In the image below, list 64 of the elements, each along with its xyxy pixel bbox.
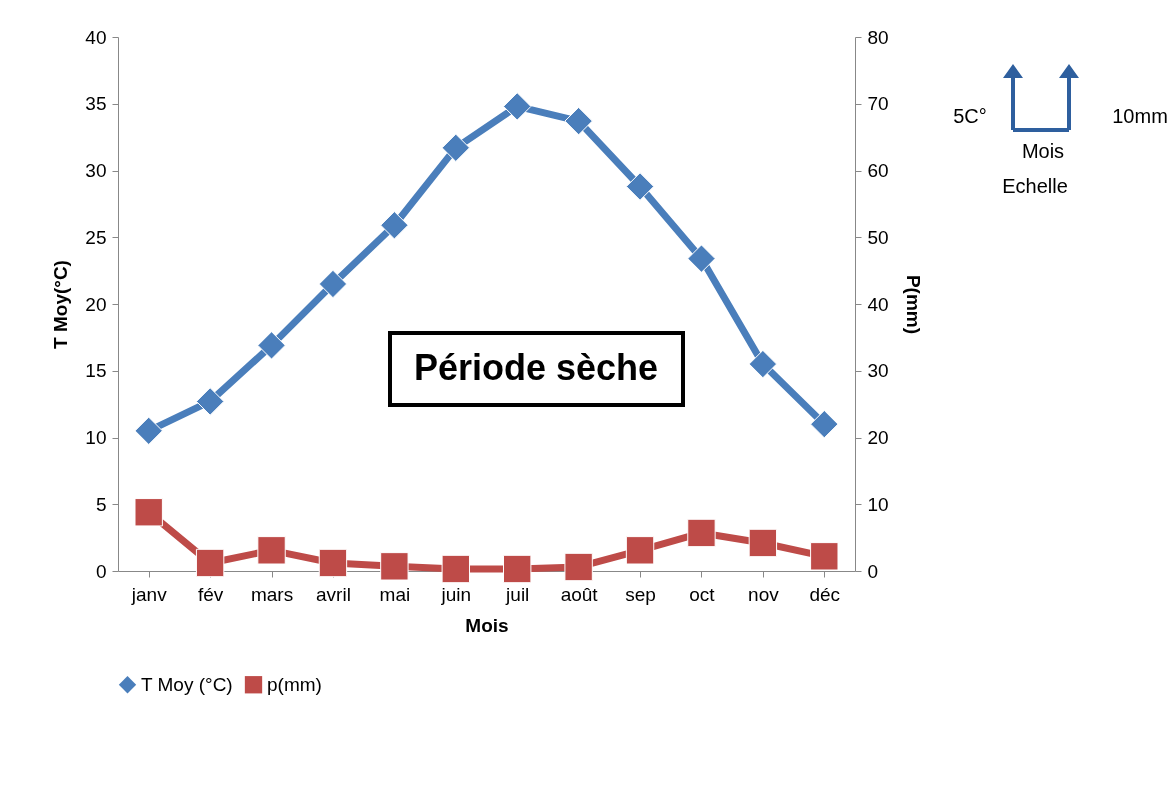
x-tick-label: août [560,583,599,605]
point [503,554,532,584]
annotation: Période sèche [413,347,659,388]
y2-tick-label: 70 [867,93,889,115]
text: Mois [1021,140,1065,162]
point [195,387,225,416]
point [257,331,286,360]
y-tick-label: 10 [85,427,107,448]
y2-tick-label: 40 [867,293,889,315]
x-tick-label: mars [250,583,294,605]
point [257,536,286,565]
point [625,536,655,565]
point [687,518,716,548]
y2-tick-label: 30 [867,360,889,382]
x-tick-label: janv [130,583,168,605]
point [503,92,532,121]
text: 10mm [1112,105,1168,127]
legend-label: p(mm) [267,673,322,695]
y2-axis-title: P(mm) [902,274,924,335]
point [748,528,778,558]
x-tick-label: déc [809,583,841,605]
point [810,409,839,439]
y-axis-title: T Moy(°C) [50,260,72,349]
point [441,133,470,162]
x-tick-label: juil [505,583,530,605]
y-tick-label: 15 [85,360,107,382]
point [810,542,839,571]
point [625,172,655,201]
y2-tick-label: 10 [867,493,889,515]
y2-tick-label: 50 [867,226,889,248]
point [134,498,163,527]
y-tick-label: 25 [85,226,107,248]
x-tick-label: juin [440,583,472,605]
y-tick-label: 0 [95,560,107,582]
y-tick-label: 40 [85,26,107,48]
point [134,416,163,446]
y2-tick-label: 80 [867,26,889,48]
y-tick-label: 35 [85,93,107,115]
x-tick-label: sep [625,583,656,605]
point [564,106,593,136]
point [318,548,348,578]
point [380,552,409,581]
text: Echelle [1002,175,1068,197]
y2-tick-label: 0 [867,560,879,582]
x-tick-label: mai [379,583,411,605]
text: 5C° [953,105,987,127]
y-tick-label: 5 [95,493,107,515]
legend-label: T Moy (°C) [141,673,233,695]
x-tick-label: nov [748,583,780,605]
point [441,554,470,584]
y2-tick-label: 60 [867,160,889,181]
point [564,552,593,582]
x-tick-label: avril [316,583,351,605]
y-tick-label: 20 [85,293,107,315]
point [380,211,409,240]
point [318,269,348,299]
x-tick-label: oct [689,583,716,605]
point [748,349,778,379]
x-tick-label: fév [197,583,224,605]
point [687,244,716,273]
x-axis-title: Mois [465,614,509,636]
y-tick-label: 30 [85,160,107,181]
point [195,548,225,578]
y2-tick-label: 20 [867,427,889,448]
